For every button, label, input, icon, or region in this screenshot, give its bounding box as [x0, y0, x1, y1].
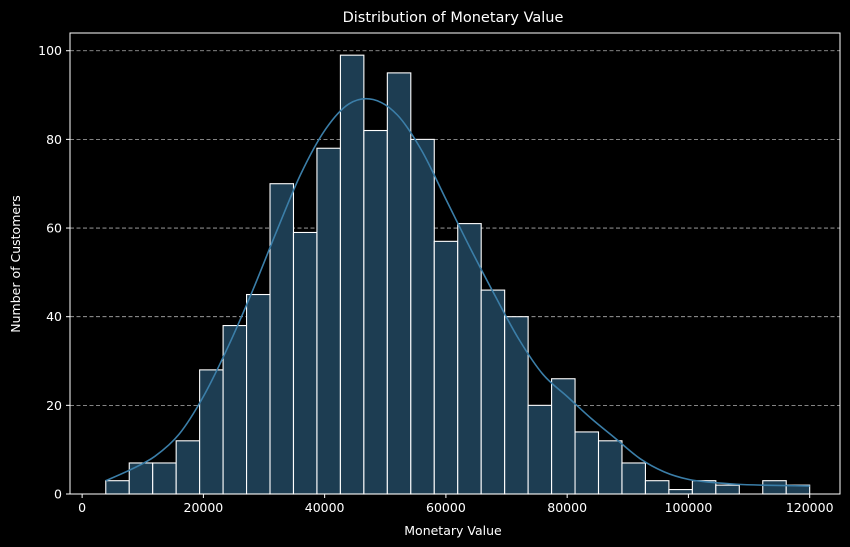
x-tick-label: 120000: [786, 500, 834, 515]
histogram-bar: [128, 462, 154, 495]
histogram-bar: [386, 72, 412, 495]
kde-curve: [105, 97, 810, 487]
x-tick-label: 0: [78, 500, 86, 515]
histogram-bar: [551, 378, 576, 495]
histogram-bar: [246, 293, 271, 495]
y-axis-ticks: 0 20 40 60 80 100: [38, 43, 70, 502]
histogram-bar: [574, 431, 600, 495]
histogram-bar: [152, 462, 177, 495]
y-tick-label: 40: [46, 309, 62, 324]
histogram-bar: [480, 289, 506, 495]
y-tick-label: 60: [46, 221, 62, 236]
histogram-bar: [621, 462, 646, 495]
histogram-bar: [597, 440, 623, 495]
y-tick-label: 0: [54, 487, 62, 502]
chart-title: Distribution of Monetary Value: [343, 10, 564, 26]
histogram-bar: [433, 240, 459, 495]
histogram-bar: [339, 54, 365, 495]
x-tick-label: 60000: [426, 500, 466, 515]
kde-curve-layer: [105, 97, 810, 487]
histogram-bar: [762, 480, 787, 495]
histogram-bar: [292, 231, 318, 495]
y-tick-label: 80: [46, 132, 62, 147]
y-axis-label: Number of Customers: [8, 195, 23, 332]
histogram-bar: [504, 316, 529, 495]
histogram-bar: [668, 489, 693, 495]
histogram-bars: [105, 54, 811, 495]
histogram-bar: [269, 183, 295, 495]
histogram-bar: [410, 138, 435, 495]
x-tick-label: 40000: [305, 500, 345, 515]
x-tick-label: 80000: [547, 500, 587, 515]
axes-frame: [69, 32, 841, 495]
y-tick-label: 100: [38, 43, 62, 58]
y-tick-label: 20: [46, 398, 62, 413]
x-tick-label: 20000: [184, 500, 224, 515]
histogram-bar: [175, 440, 201, 495]
histogram-bar: [105, 480, 130, 495]
histogram-bar: [363, 129, 388, 495]
histogram-bar: [316, 147, 341, 495]
histogram-bar: [527, 404, 553, 495]
histogram-bar: [644, 480, 670, 495]
histogram-bar: [199, 369, 224, 495]
x-tick-label: 100000: [665, 500, 713, 515]
x-axis-ticks: 0 20000 40000 60000 80000 100000 120000: [78, 494, 834, 515]
x-axis-label: Monetary Value: [404, 523, 502, 538]
histogram-bar: [715, 484, 740, 495]
